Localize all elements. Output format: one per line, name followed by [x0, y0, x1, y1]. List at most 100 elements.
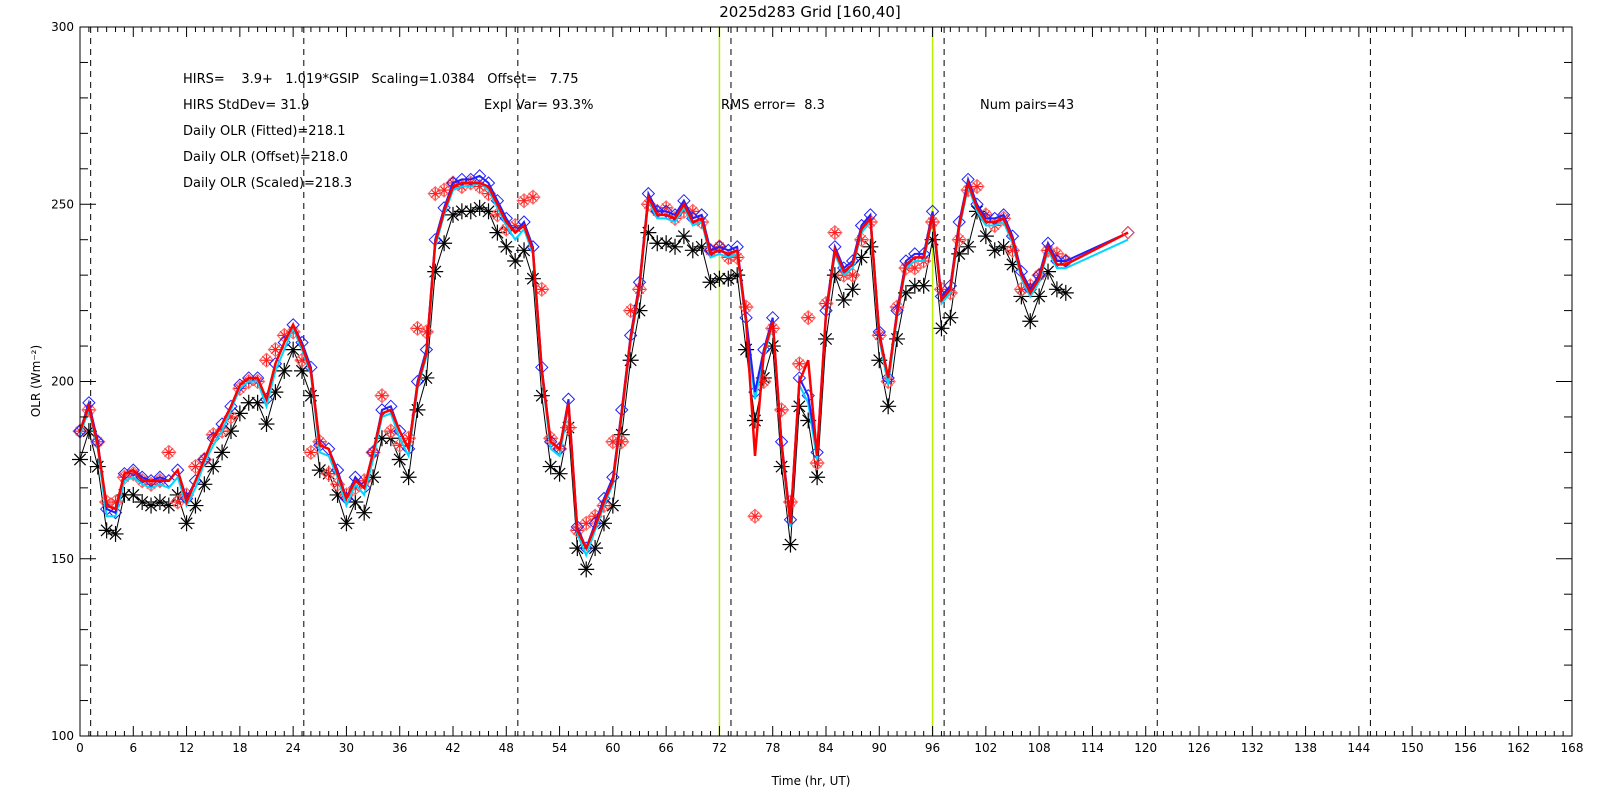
y-tick-label: 150 — [51, 552, 74, 566]
hirs-point — [304, 446, 317, 459]
x-tick-label: 162 — [1507, 741, 1530, 755]
gsip-point-stroke — [473, 201, 486, 214]
gsip-point — [622, 352, 639, 369]
gsip-point-stroke — [784, 538, 797, 551]
hirs-point-box — [374, 387, 390, 404]
hirs-point-box — [187, 458, 204, 475]
gsip-point-stroke — [402, 471, 415, 484]
hirs-point — [606, 435, 619, 448]
gsip-point-stroke — [553, 467, 566, 480]
gsip-point — [595, 515, 612, 532]
x-tick-label: 102 — [974, 741, 997, 755]
gsip-point — [542, 458, 559, 475]
x-tick-label: 48 — [499, 741, 514, 755]
hirs-point — [162, 446, 175, 459]
hirs-point-stroke — [128, 469, 138, 479]
hirs-point-box — [596, 497, 612, 514]
x-tick-label: 138 — [1294, 741, 1317, 755]
gsip-point — [880, 398, 897, 415]
rms-error: RMS error= 8.3 — [721, 98, 825, 113]
hirs-point — [535, 283, 548, 296]
daily-olr-fitted: Daily OLR (Fitted)=218.1 — [183, 124, 346, 139]
data-series — [72, 169, 1135, 578]
y-tick-label: 100 — [51, 729, 74, 743]
x-tick-label: 6 — [129, 741, 137, 755]
gsip-point — [711, 270, 728, 287]
hirs-point — [189, 460, 202, 473]
x-tick-label: 24 — [286, 741, 301, 755]
hirs-point-box — [258, 352, 275, 368]
hirs-point-box — [161, 444, 177, 461]
hirs-point-box — [409, 320, 426, 337]
hirs-point — [775, 403, 788, 416]
gsip-point — [835, 291, 852, 308]
hirs-point-stroke — [625, 305, 636, 316]
hirs-point-stroke — [323, 469, 334, 479]
hirs-point-stroke — [972, 181, 982, 192]
gsip-point — [285, 341, 302, 358]
gsip-point-stroke — [438, 237, 451, 250]
gsip-point — [498, 238, 515, 255]
gsip-point-stroke — [109, 527, 122, 541]
gsip-point — [720, 270, 737, 287]
gsip-point-stroke — [837, 293, 850, 307]
hirs-point-box — [791, 356, 808, 372]
gsip-point — [977, 228, 994, 245]
gsip-point — [507, 252, 524, 269]
gsip-point — [258, 416, 275, 433]
gsip-point-stroke — [864, 240, 877, 253]
hirs-point — [748, 510, 761, 523]
hirs-point-box — [924, 214, 941, 230]
gsip-point-stroke — [917, 279, 930, 292]
gsip-point — [338, 515, 355, 532]
daily-olr-offset: Daily OLR (Offset)=218.0 — [183, 150, 348, 165]
gsip-point — [187, 497, 204, 514]
gsip-point-stroke — [597, 517, 611, 530]
end-point — [1121, 225, 1135, 240]
gsip-point-stroke — [962, 240, 975, 253]
hirs-point-stroke — [608, 437, 618, 447]
x-tick-label: 18 — [232, 741, 247, 755]
gsip-point-stroke — [216, 446, 229, 459]
gsip-point-stroke — [482, 205, 495, 218]
gsip-point — [222, 423, 239, 440]
hirs-point-stroke — [803, 313, 813, 323]
gsip-point-stroke — [1024, 315, 1037, 328]
hirs-point — [526, 191, 539, 204]
hirs-point-box — [809, 455, 825, 471]
hirs-stddev: HIRS StdDev= 31.9 — [183, 98, 309, 113]
gsip-point — [746, 412, 763, 429]
gsip-point — [889, 330, 906, 347]
hirs-point-box — [773, 402, 790, 418]
y-tick-label: 200 — [51, 375, 74, 389]
gsip-point-stroke — [269, 386, 282, 399]
offset-line — [78, 178, 1129, 552]
gsip-point-stroke — [997, 240, 1010, 253]
x-tick-label: 12 — [179, 741, 194, 755]
gsip-point-stroke — [1059, 286, 1072, 299]
gsip-point — [134, 494, 151, 511]
x-tick-label: 144 — [1347, 741, 1370, 755]
gsip-point-stroke — [580, 563, 593, 576]
hirs-point-box — [436, 182, 452, 198]
gsip-point-stroke — [908, 279, 921, 292]
gsip-point — [214, 444, 231, 461]
hirs-point — [269, 343, 282, 356]
gsip-point — [107, 525, 124, 542]
gsip-point-stroke — [375, 432, 389, 445]
regression-equation: HIRS= 3.9+ 1.019*GSIP Scaling=1.0384 Off… — [183, 72, 579, 87]
x-tick-label: 0 — [76, 741, 84, 755]
hirs-point — [518, 194, 531, 207]
gsip-point-stroke — [207, 460, 220, 473]
gsip-point-stroke — [660, 237, 673, 250]
y-axis-label: OLR (Wm⁻²) — [29, 345, 43, 417]
gsip-point-stroke — [589, 542, 602, 555]
gsip-point-stroke — [224, 425, 238, 438]
x-tick-label: 30 — [339, 741, 354, 755]
gsip-point — [125, 486, 142, 503]
hirs-point-box — [196, 451, 213, 468]
x-tick-label: 96 — [925, 741, 940, 755]
x-tick-label: 36 — [392, 741, 407, 755]
hirs-point-stroke — [581, 518, 591, 528]
gsip-point-stroke — [278, 364, 291, 377]
